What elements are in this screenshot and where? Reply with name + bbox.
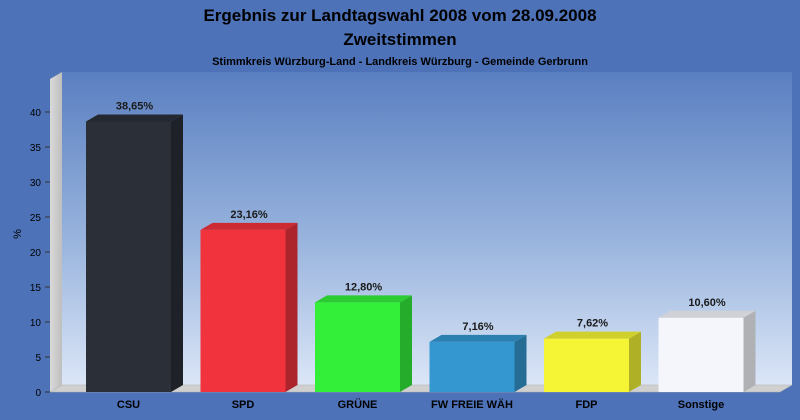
bar-sonstige: 10,60% [658, 297, 756, 392]
y-tick-label: 20 [30, 248, 42, 259]
bar-fw-freie-wäh: 7,16% [429, 321, 527, 392]
bar-top [429, 334, 527, 342]
y-axis-ticks: 0 5 10 15 20 25 30 35 40 [30, 108, 50, 399]
x-axis-labels: CSU SPD GRÜNE FW FREIE WÄH FDP Sonstige [117, 398, 724, 411]
bar-fdp: 7,62% [544, 318, 641, 392]
chart-title-line2: Zweitstimmen [343, 30, 456, 49]
bar-value-label: 10,60% [688, 297, 726, 309]
plot-left-wall [50, 72, 62, 392]
bar-front [544, 338, 629, 392]
bar-value-label: 23,16% [230, 209, 268, 221]
x-category-label: CSU [117, 399, 140, 411]
bar-top [86, 114, 183, 122]
bar-top [544, 331, 641, 339]
chart-subtitle: Stimmkreis Würzburg-Land - Landkreis Wür… [212, 56, 588, 68]
bar-grüne: 12,80% [315, 281, 412, 392]
bar-csu: 38,65% [86, 100, 183, 392]
bar-value-label: 7,62% [577, 318, 608, 330]
bar-side [629, 331, 641, 392]
bar-value-label: 7,16% [462, 321, 493, 333]
x-category-label: FW FREIE WÄH [431, 398, 513, 411]
bar-value-label: 12,80% [345, 281, 383, 293]
y-axis-label: % [12, 229, 24, 239]
bar-top [315, 295, 412, 303]
bar-side [400, 295, 412, 392]
y-tick-label: 30 [30, 178, 42, 189]
y-tick-label: 5 [35, 353, 41, 364]
y-tick-label: 40 [30, 108, 42, 119]
x-category-label: FDP [576, 399, 598, 411]
bar-front [315, 302, 400, 392]
x-category-label: SPD [232, 399, 255, 411]
chart-title: Ergebnis zur Landtagswahl 2008 vom 28.09… [203, 6, 596, 25]
y-tick-label: 25 [30, 213, 42, 224]
bar-side [285, 222, 298, 392]
y-tick-label: 15 [30, 283, 42, 294]
y-tick-label: 0 [35, 388, 41, 399]
bar-front [658, 317, 744, 392]
bar-front [86, 121, 171, 392]
bar-top [200, 222, 298, 230]
x-category-label: GRÜNE [338, 398, 378, 411]
x-category-label: Sonstige [678, 399, 724, 411]
bar-front [429, 341, 515, 392]
bars-group: 38,65% 23,16% 12,80% 7,16% 7,62% 10,60% [86, 100, 756, 392]
bar-side [514, 334, 527, 392]
bar-top [658, 310, 756, 318]
y-tick-label: 10 [30, 318, 42, 329]
bar-side [171, 114, 183, 392]
bar-value-label: 38,65% [116, 100, 154, 112]
y-tick-label: 35 [30, 143, 42, 154]
bar-spd: 23,16% [200, 209, 298, 392]
bar-side [743, 310, 756, 392]
bar-front [200, 229, 286, 392]
